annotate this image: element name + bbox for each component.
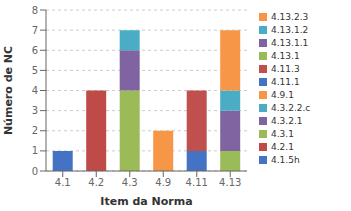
svg-text:6: 6 xyxy=(32,45,38,56)
html-text:4.3.2.2.c: 4.3.2.2.c xyxy=(271,102,311,113)
svg-text:0: 0 xyxy=(32,166,38,177)
html-text:4.11.3: 4.11.3 xyxy=(271,63,300,74)
svg-text:Número de NC: Número de NC xyxy=(8,46,15,135)
html-text:4.11.1: 4.11.1 xyxy=(271,76,300,87)
svg-text:4.2: 4.2 xyxy=(88,177,104,188)
svg-text:4: 4 xyxy=(32,85,38,96)
svg-text:Item da Norma: Item da Norma xyxy=(100,195,192,208)
svg-text:5: 5 xyxy=(32,65,38,76)
svg-text:4.9: 4.9 xyxy=(155,177,171,188)
svg-text:4.3: 4.3 xyxy=(122,177,138,188)
html-text:4.13.1.1: 4.13.1.1 xyxy=(271,37,309,48)
svg-text:8: 8 xyxy=(32,5,38,16)
svg-text:4.13: 4.13 xyxy=(219,177,241,188)
html-text:4.2.1: 4.2.1 xyxy=(271,141,294,152)
svg-text:7: 7 xyxy=(32,25,38,36)
html-text:4.3.1: 4.3.1 xyxy=(271,128,294,139)
html-text:4.13.2.3: 4.13.2.3 xyxy=(271,11,309,22)
svg-text:2: 2 xyxy=(32,125,38,136)
svg-text:4.1: 4.1 xyxy=(55,177,71,188)
html-text:4.13.1.2: 4.13.1.2 xyxy=(271,24,309,35)
svg-text:1: 1 xyxy=(32,145,38,156)
html-text:4.9.1: 4.9.1 xyxy=(271,89,294,100)
svg-text:3: 3 xyxy=(32,105,38,116)
html-text:4.1.5h: 4.1.5h xyxy=(271,154,300,165)
svg-text:4.11: 4.11 xyxy=(186,177,208,188)
html-text:4.3.2.1: 4.3.2.1 xyxy=(271,115,303,126)
html-text:4.13.1: 4.13.1 xyxy=(271,50,300,61)
